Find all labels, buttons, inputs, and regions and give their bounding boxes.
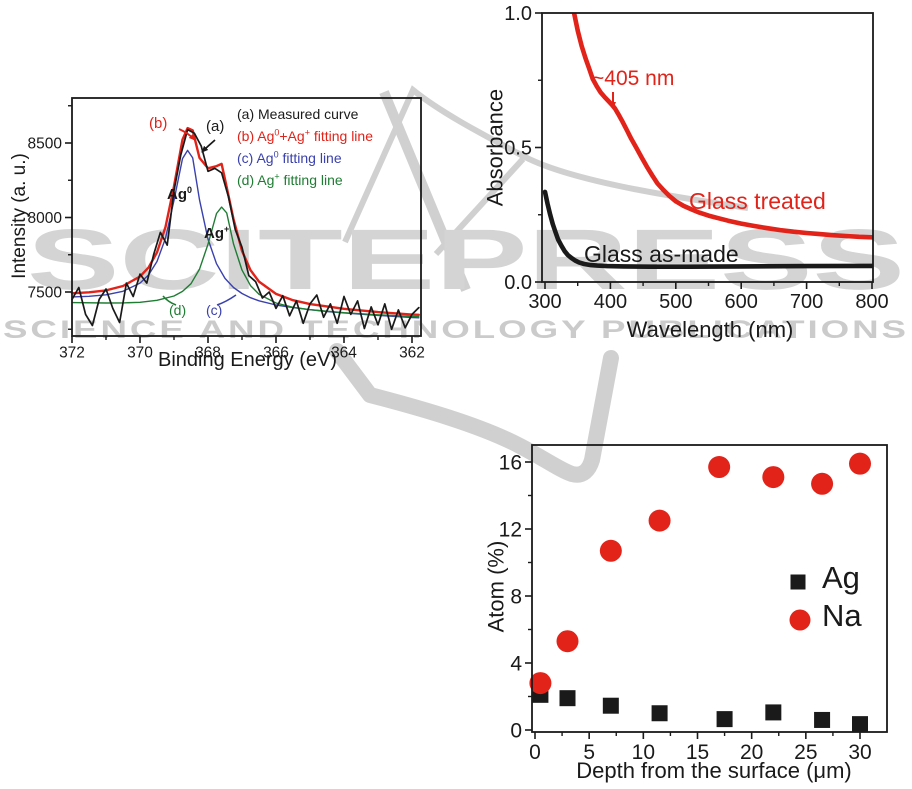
y-tick-label: 0.0 xyxy=(504,272,532,294)
data-point-circle xyxy=(529,672,552,695)
data-point-circle xyxy=(648,509,671,532)
x-tick-label: 800 xyxy=(855,291,888,313)
depth-x-axis-title: Depth from the surface (μm) xyxy=(576,758,852,783)
data-point-square xyxy=(852,716,868,733)
data-point-square xyxy=(716,711,733,728)
label-glass-treated: Glass treated xyxy=(689,188,826,214)
arrow-to-measured-curve xyxy=(201,139,216,153)
data-point-square xyxy=(814,711,831,728)
legend-measured-curve: (a) Measured curve xyxy=(237,106,359,122)
legend-envelope-fit: (b) Ag0+Ag+ fitting line xyxy=(237,127,373,144)
leader-line-d xyxy=(162,295,177,306)
data-point-square xyxy=(559,690,576,707)
annotation-405nm: ~405 nm xyxy=(592,67,675,90)
x-tick-label: 368 xyxy=(195,345,221,362)
peak-label-ag0: Ag0 xyxy=(167,185,193,203)
series-line xyxy=(571,13,873,240)
x-tick-label: 30 xyxy=(848,741,871,764)
y-tick-label: 0.5 xyxy=(504,138,532,160)
legend-agplus-fit: (d) Ag+ fitting line xyxy=(237,171,343,188)
depth-legend-label-na: Na xyxy=(822,598,862,633)
x-tick-label: 370 xyxy=(127,345,153,362)
label-glass-as-made: Glass as-made xyxy=(584,241,739,267)
x-tick-label: 700 xyxy=(790,291,823,313)
y-tick-label: 8500 xyxy=(28,135,63,152)
arrow-to-fitting-envelope xyxy=(178,128,196,141)
x-tick-label: 500 xyxy=(659,291,692,313)
x-tick-label: 25 xyxy=(794,741,817,764)
x-tick-label: 364 xyxy=(331,345,357,362)
legend-ag0-fit: (c) Ag0 fitting line xyxy=(237,149,342,166)
absorbance-y-axis-title: Absorbance xyxy=(482,88,508,207)
data-point-circle xyxy=(762,466,785,489)
y-tick-label: 12 xyxy=(499,518,522,541)
x-tick-label: 10 xyxy=(632,741,655,764)
x-tick-label: 5 xyxy=(583,741,595,764)
data-point-square xyxy=(602,697,619,714)
x-tick-label: 300 xyxy=(528,291,561,313)
x-tick-label: 600 xyxy=(725,291,758,313)
plot-frame xyxy=(531,444,888,733)
xps-legend: (a) Measured curve (b) Ag0+Ag+ fitting l… xyxy=(237,103,373,191)
depth-y-axis-title: Atom (%) xyxy=(483,540,509,633)
series-line xyxy=(70,126,420,316)
x-tick-label: 366 xyxy=(263,345,289,362)
data-point-circle xyxy=(811,472,834,495)
y-tick-label: 16 xyxy=(499,451,522,474)
x-tick-label: 20 xyxy=(740,741,763,764)
x-tick-label: 362 xyxy=(399,345,425,362)
y-tick-label: 7500 xyxy=(28,284,63,301)
absorbance-chart: 300 400 500 600 700 800 0.0 0.5 1.0 xyxy=(504,3,889,313)
marker-label-a: (a) xyxy=(206,118,225,135)
absorbance-x-axis-title: Wavelength (nm) xyxy=(626,317,794,342)
watermark-swoosh xyxy=(329,85,749,483)
x-tick-label: 400 xyxy=(594,291,627,313)
y-tick-label: 8 xyxy=(510,585,522,608)
data-point-circle xyxy=(599,539,622,562)
data-point-square xyxy=(765,704,782,721)
series-line xyxy=(71,128,420,331)
xps-x-axis-title: Binding Energy (eV) xyxy=(158,349,337,371)
data-point-circle xyxy=(708,456,731,479)
marker-label-c: (c) xyxy=(206,302,223,318)
x-tick-label: 372 xyxy=(59,345,85,362)
depth-legend-label-ag: Ag xyxy=(822,560,860,595)
y-tick-label: 8000 xyxy=(28,210,63,227)
xps-chart: 372 370 368 366 364 362 7500 8000 8500 xyxy=(28,97,425,362)
marker-label-b: (b) xyxy=(149,115,168,132)
x-tick-label: 0 xyxy=(529,741,541,764)
peak-label-agplus: Ag+ xyxy=(204,224,230,242)
x-tick-label: 15 xyxy=(686,741,709,764)
legend-marker-circle xyxy=(789,609,811,631)
y-tick-label: 0 xyxy=(510,719,522,742)
legend-marker-square xyxy=(790,574,806,590)
watermark-tagline: SCIENCE AND TECHNOLOGY PUBLICATIONS xyxy=(3,316,909,344)
depth-profile-chart: 0 5 10 15 20 25 30 0 4 8 12 16 xyxy=(499,444,888,764)
series-line xyxy=(542,189,873,270)
data-point-circle xyxy=(556,630,579,653)
data-point-circle xyxy=(849,452,871,475)
leader-line-c xyxy=(216,294,237,306)
y-tick-label: 1.0 xyxy=(504,3,532,25)
xps-y-axis-title: Intensity (a. u.) xyxy=(9,153,31,279)
data-point-square xyxy=(651,705,668,722)
series-line xyxy=(71,206,420,318)
y-tick-label: 4 xyxy=(510,652,522,675)
marker-label-d: (d) xyxy=(169,302,187,318)
